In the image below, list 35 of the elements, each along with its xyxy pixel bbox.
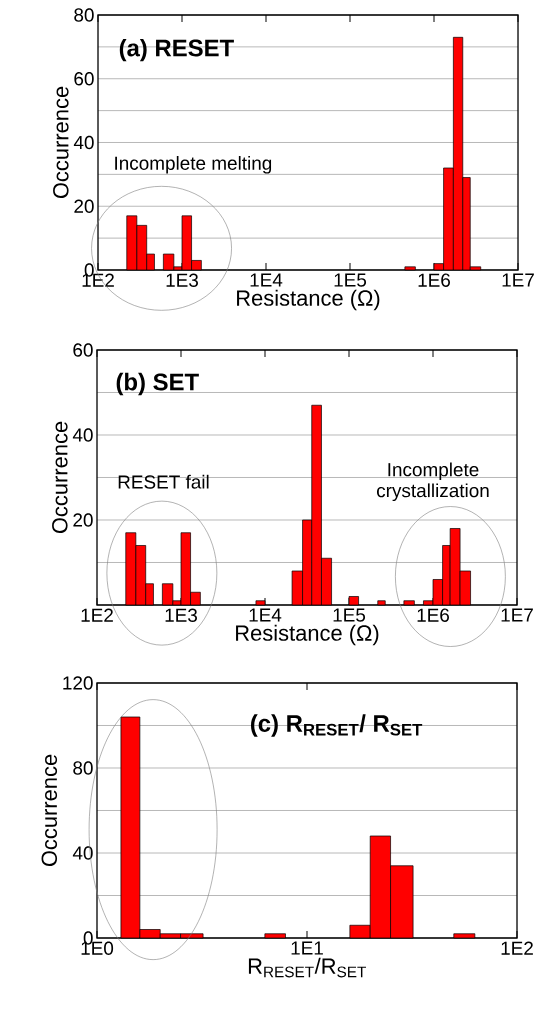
- annotation: Incomplete crystallization: [377, 462, 489, 502]
- x-tick-label: 1E5: [334, 273, 367, 287]
- x-tick-label: 1E5: [333, 608, 366, 622]
- x-tick-label: 1E2: [501, 941, 533, 955]
- x-tick-label: 1E4: [249, 608, 282, 622]
- y-tick-label: 120: [63, 676, 93, 690]
- x-axis-title: Resistance (Ω): [237, 289, 380, 311]
- x-tick-label: 1E6: [417, 608, 449, 622]
- y-tick-label: 80: [74, 8, 94, 22]
- y-tick-label: 40: [73, 135, 94, 150]
- y-axis-title: Occurrence: [53, 86, 69, 199]
- y-tick-label: 40: [72, 846, 93, 860]
- x-tick-label: 1E7: [501, 608, 533, 622]
- y-tick-label: 60: [74, 72, 94, 86]
- y-tick-label: 80: [73, 761, 93, 775]
- y-tick-label: 20: [73, 513, 93, 527]
- text: (a) RESET: [119, 38, 234, 62]
- x-tick-label: 1E6: [418, 273, 450, 287]
- x-tick-label: 1E3: [166, 273, 198, 287]
- y-tick-label: 40: [72, 428, 93, 442]
- annotation: Incomplete melting: [115, 155, 272, 174]
- x-tick-label: 1E2: [81, 608, 113, 622]
- x-tick-label: 1E7: [502, 273, 534, 287]
- x-tick-label: 1E1: [291, 941, 323, 955]
- text: (b) SET: [116, 372, 199, 396]
- y-axis-title: Occurrence: [41, 754, 58, 867]
- x-axis-title: Resistance (Ω): [236, 624, 379, 646]
- annotation: RESET fail: [118, 474, 209, 489]
- y-axis-title: Occurrence: [52, 421, 68, 534]
- y-tick-label: 60: [73, 343, 93, 357]
- y-tick-label: 20: [74, 199, 94, 213]
- x-axis-title: R$_{RESET}$/R$_{SET}$: [248, 957, 367, 978]
- x-tick-label: 1E4: [250, 273, 283, 287]
- x-tick-label: 1E3: [165, 608, 197, 622]
- text: (c) R$_{RESET}$/ R$_{SET}$: [251, 714, 423, 737]
